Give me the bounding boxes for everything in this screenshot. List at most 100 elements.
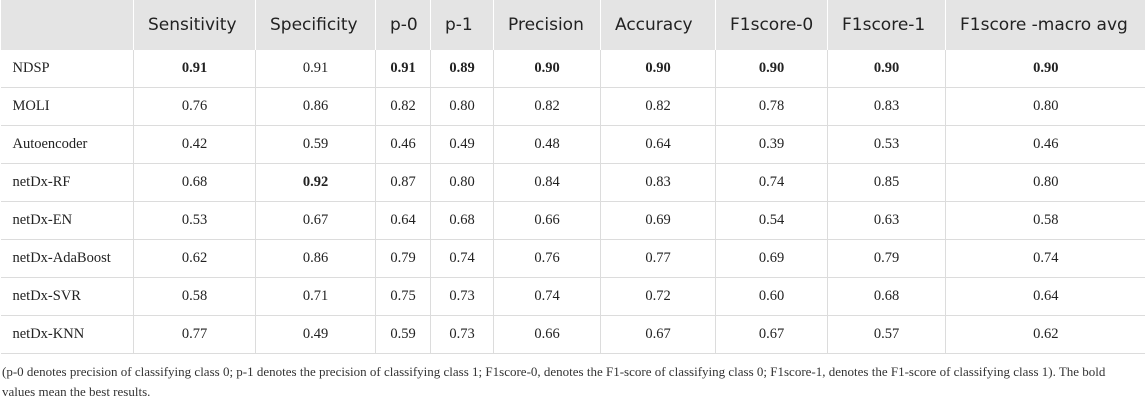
cell: 0.59 xyxy=(375,315,431,354)
cell: 0.90 xyxy=(715,50,828,88)
column-header: F1score -macro avg xyxy=(945,0,1145,50)
cell: 0.67 xyxy=(715,315,828,354)
row-label: netDx-EN xyxy=(0,201,134,240)
footnote: (p-0 denotes precision of classifying cl… xyxy=(2,364,1106,399)
cell: 0.67 xyxy=(255,201,376,240)
column-header: Accuracy xyxy=(600,0,716,50)
cell: 0.68 xyxy=(430,201,494,240)
cell: 0.64 xyxy=(945,277,1145,316)
cell: 0.87 xyxy=(375,163,431,202)
table-row: MOLI 0.76 0.86 0.82 0.80 0.82 0.82 0.78 0.83 0.80 xyxy=(0,87,1145,126)
cell: 0.79 xyxy=(375,239,431,278)
table-row: Autoencoder 0.42 0.59 0.46 0.49 0.48 0.64 0.39 0… xyxy=(0,125,1145,164)
cell: 0.46 xyxy=(375,125,431,164)
cell: 0.91 xyxy=(255,50,376,88)
cell: 0.80 xyxy=(945,163,1145,202)
table-row: NDSP 0.91 0.91 0.91 0.89 0.90 0.90 0.90 0.90 0.90 xyxy=(0,50,1145,88)
cell: 0.66 xyxy=(493,315,601,354)
cell: 0.79 xyxy=(827,239,946,278)
cell: 0.74 xyxy=(493,277,601,316)
cell: 0.71 xyxy=(255,277,376,316)
cell: 0.80 xyxy=(430,163,494,202)
column-header: F1score-1 xyxy=(827,0,946,50)
cell: 0.66 xyxy=(493,201,601,240)
cell: 0.86 xyxy=(255,87,376,126)
cell: 0.59 xyxy=(255,125,376,164)
cell: 0.82 xyxy=(600,87,716,126)
cell: 0.74 xyxy=(430,239,494,278)
row-label: netDx-RF xyxy=(0,163,134,202)
cell: 0.75 xyxy=(375,277,431,316)
cell: 0.53 xyxy=(133,201,256,240)
table-row: netDx-RF 0.68 0.92 0.87 0.80 0.84 0.83 0.74 0.85… xyxy=(0,163,1145,202)
cell: 0.48 xyxy=(493,125,601,164)
cell: 0.90 xyxy=(600,50,716,88)
cell: 0.85 xyxy=(827,163,946,202)
results-table: Sensitivity Specificity p-0 p-1 Precision Acc… xyxy=(0,0,1145,354)
cell: 0.91 xyxy=(375,50,431,88)
row-label: netDx-AdaBoost xyxy=(0,239,134,278)
row-label: netDx-SVR xyxy=(0,277,134,316)
cell: 0.69 xyxy=(600,201,716,240)
cell: 0.63 xyxy=(827,201,946,240)
table-body: NDSP 0.91 0.91 0.91 0.89 0.90 0.90 0.90 0.90 0.90… xyxy=(0,50,1145,354)
cell: 0.57 xyxy=(827,315,946,354)
cell: 0.91 xyxy=(133,50,256,88)
column-header: Precision xyxy=(493,0,601,50)
cell: 0.73 xyxy=(430,277,494,316)
header-corner xyxy=(0,0,134,50)
cell: 0.53 xyxy=(827,125,946,164)
cell: 0.90 xyxy=(493,50,601,88)
cell: 0.42 xyxy=(133,125,256,164)
cell: 0.62 xyxy=(133,239,256,278)
cell: 0.83 xyxy=(600,163,716,202)
cell: 0.86 xyxy=(255,239,376,278)
table-row: netDx-SVR 0.58 0.71 0.75 0.73 0.74 0.72 0.60 0.6… xyxy=(0,277,1145,316)
cell: 0.89 xyxy=(430,50,494,88)
column-header: Sensitivity xyxy=(133,0,256,50)
cell: 0.82 xyxy=(375,87,431,126)
cell: 0.68 xyxy=(133,163,256,202)
cell: 0.49 xyxy=(430,125,494,164)
cell: 0.68 xyxy=(827,277,946,316)
cell: 0.90 xyxy=(945,50,1145,88)
cell: 0.69 xyxy=(715,239,828,278)
cell: 0.49 xyxy=(255,315,376,354)
cell: 0.76 xyxy=(133,87,256,126)
row-label: MOLI xyxy=(0,87,134,126)
cell: 0.62 xyxy=(945,315,1145,354)
cell: 0.74 xyxy=(715,163,828,202)
row-label: netDx-KNN xyxy=(0,315,134,354)
table-row: netDx-AdaBoost 0.62 0.86 0.79 0.74 0.76 0.77 0.… xyxy=(0,239,1145,278)
cell: 0.92 xyxy=(255,163,376,202)
header-row: Sensitivity Specificity p-0 p-1 Precision Acc… xyxy=(0,0,1145,50)
cell: 0.77 xyxy=(600,239,716,278)
column-header: F1score-0 xyxy=(715,0,828,50)
cell: 0.64 xyxy=(600,125,716,164)
cell: 0.60 xyxy=(715,277,828,316)
cell: 0.73 xyxy=(430,315,494,354)
cell: 0.90 xyxy=(827,50,946,88)
cell: 0.83 xyxy=(827,87,946,126)
cell: 0.82 xyxy=(493,87,601,126)
cell: 0.78 xyxy=(715,87,828,126)
cell: 0.64 xyxy=(375,201,431,240)
column-header: p-1 xyxy=(430,0,494,50)
cell: 0.58 xyxy=(133,277,256,316)
cell: 0.72 xyxy=(600,277,716,316)
cell: 0.76 xyxy=(493,239,601,278)
cell: 0.74 xyxy=(945,239,1145,278)
row-label: NDSP xyxy=(0,50,134,88)
table-row: netDx-EN 0.53 0.67 0.64 0.68 0.66 0.69 0.54 0.63… xyxy=(0,201,1145,240)
cell: 0.58 xyxy=(945,201,1145,240)
column-header: Specificity xyxy=(255,0,376,50)
cell: 0.46 xyxy=(945,125,1145,164)
cell: 0.54 xyxy=(715,201,828,240)
row-label: Autoencoder xyxy=(0,125,134,164)
cell: 0.80 xyxy=(945,87,1145,126)
cell: 0.80 xyxy=(430,87,494,126)
cell: 0.84 xyxy=(493,163,601,202)
cell: 0.39 xyxy=(715,125,828,164)
column-header: p-0 xyxy=(375,0,431,50)
